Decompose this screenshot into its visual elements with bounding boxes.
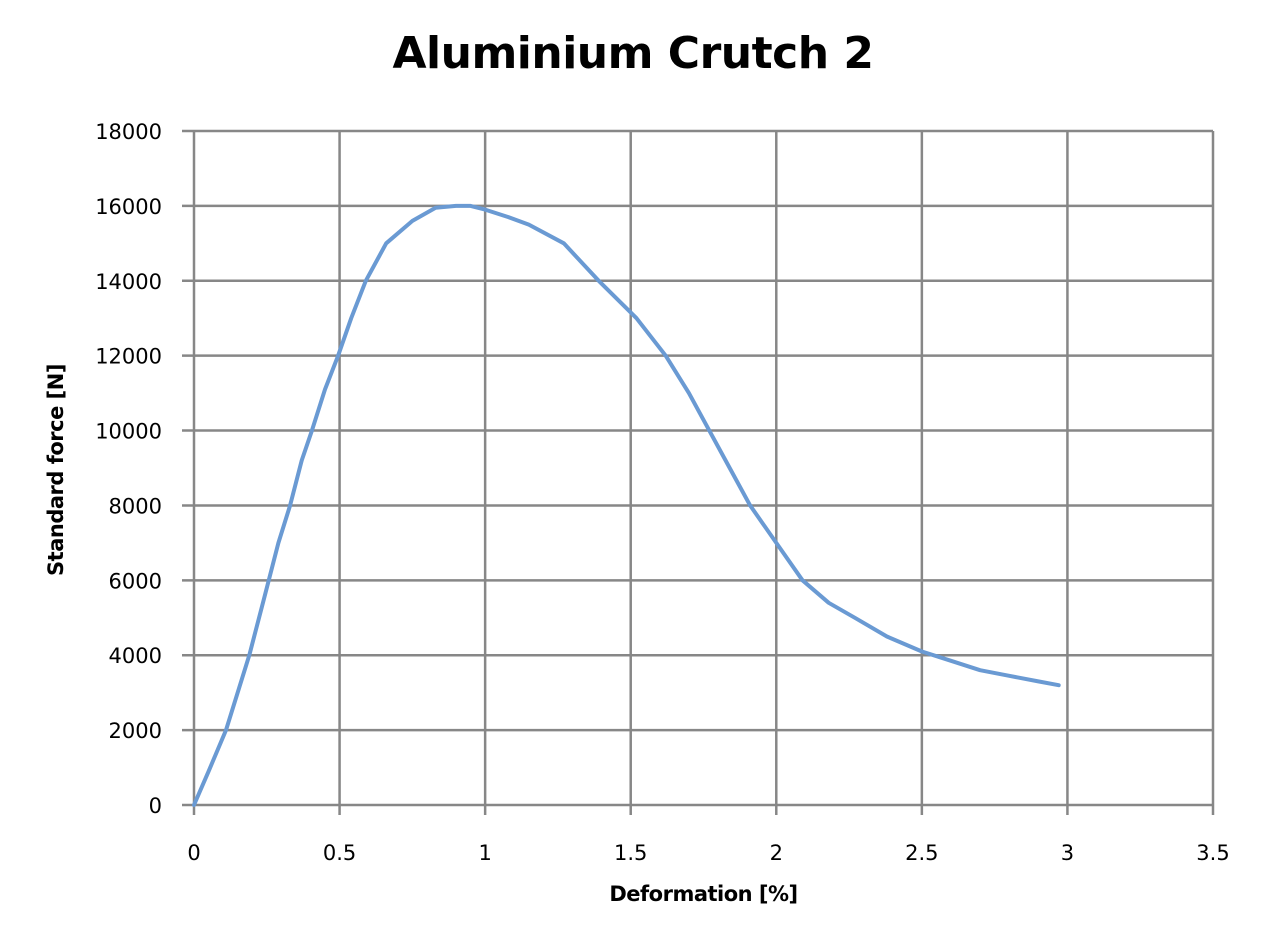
y-tick-label: 4000 <box>109 644 162 668</box>
x-axis-ticks: 0 0.5 1 1.5 2 2.5 3 3.5 <box>187 841 1229 865</box>
x-tick-label: 3.5 <box>1196 841 1229 865</box>
y-tick-label: 6000 <box>109 569 162 593</box>
y-tick-label: 2000 <box>109 719 162 743</box>
y-tick-label: 16000 <box>95 195 162 219</box>
x-tick-label: 1 <box>478 841 491 865</box>
y-tick-label: 8000 <box>109 494 162 518</box>
y-tick-label: 0 <box>149 794 162 818</box>
x-tick-label: 1.5 <box>614 841 647 865</box>
y-axis-label: Standard force [N] <box>44 364 68 576</box>
x-tick-label: 0.5 <box>323 841 356 865</box>
x-tick-label: 3 <box>1061 841 1074 865</box>
y-tick-label: 12000 <box>95 345 162 369</box>
x-tick-label: 2 <box>770 841 783 865</box>
y-tick-label: 18000 <box>95 120 162 144</box>
x-axis-label: Deformation [%] <box>609 882 798 906</box>
x-tick-label: 2.5 <box>905 841 938 865</box>
y-tick-label: 14000 <box>95 270 162 294</box>
gridlines <box>182 129 1215 815</box>
x-tick-label: 0 <box>187 841 200 865</box>
data-series-line <box>192 203 1061 807</box>
chart-title: Aluminium Crutch 2 <box>392 28 874 79</box>
y-axis-ticks: 0 2000 4000 6000 8000 10000 12000 14000 16000 180… <box>95 120 162 818</box>
y-tick-label: 10000 <box>95 420 162 444</box>
